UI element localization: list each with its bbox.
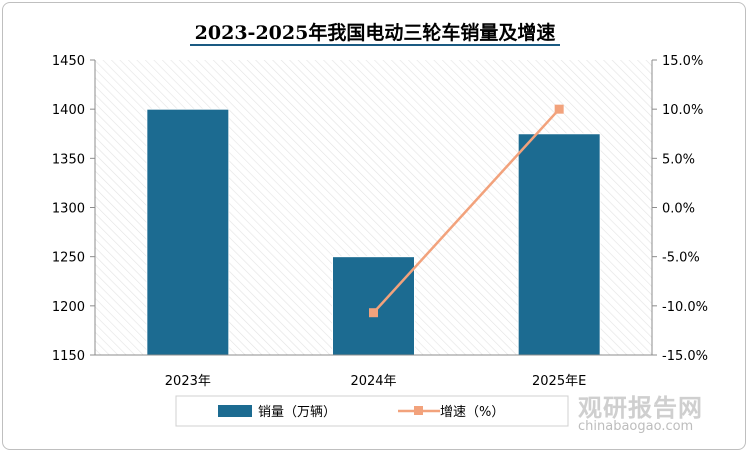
bar-2 [517,133,601,356]
y-left-tick-label: 1300 [52,202,85,217]
y-right-tick-label: -10.0% [662,300,708,315]
title-underline [190,44,560,46]
growth-point-1 [554,104,564,114]
y-right-tick-label: 5.0% [662,152,695,167]
legend-bar-swatch [218,405,252,417]
y-right-tick-label: -5.0% [662,251,700,266]
x-tick-label: 2024年 [350,374,396,389]
y-left-tick-label: 1250 [52,251,85,266]
bar-1 [332,256,415,356]
y-left-tick-label: 1350 [52,152,85,167]
y-left-tick-label: 1150 [52,349,85,364]
x-tick-label: 2025年E [532,374,586,389]
legend-bar-label: 销量（万辆） [258,405,336,420]
y-right-tick-label: -15.0% [662,349,708,364]
x-tick-label: 2023年 [165,374,211,389]
y-right-tick-label: 0.0% [662,202,695,217]
legend-line-marker [414,406,423,415]
y-left-tick-label: 1400 [52,103,85,118]
watermark-url: chinabaogao.com [578,419,694,434]
growth-line [372,108,561,314]
bar-0 [146,108,230,356]
y-left-tick-label: 1450 [52,54,85,69]
chart-title: 2023-2025年我国电动三轮车销量及增速 [194,22,556,44]
y-right-tick-label: 10.0% [662,103,703,118]
y-right-tick-label: 15.0% [662,54,703,69]
y-left-tick-label: 1200 [52,300,85,315]
legend-box [175,395,569,427]
legend-line-label: 增速（%） [440,405,504,420]
watermark-text: 观研报告网 [578,394,703,422]
growth-point-0 [369,308,378,318]
